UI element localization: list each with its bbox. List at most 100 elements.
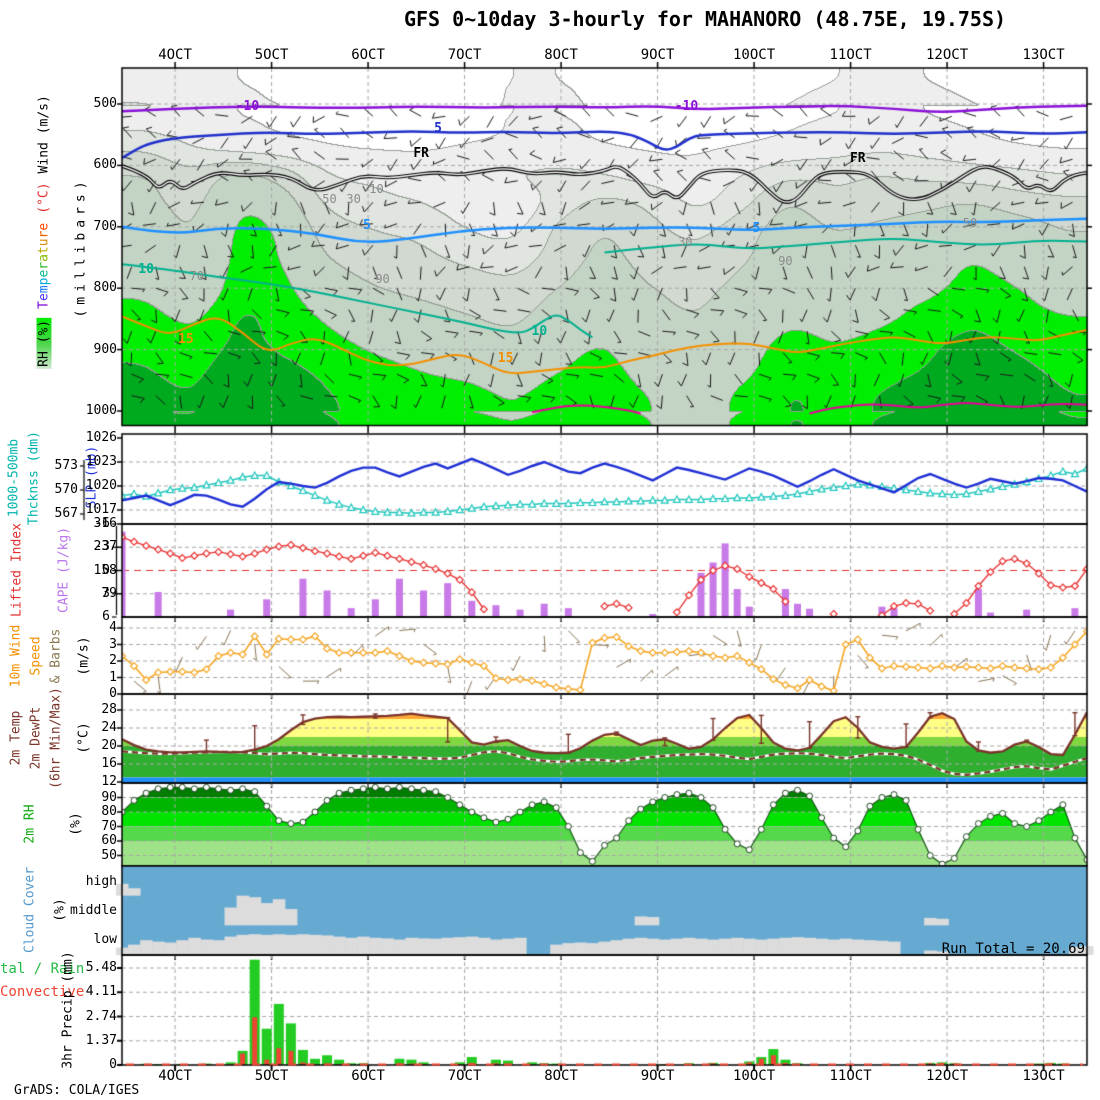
x-day-label-bottom: 8OCT [544,1068,578,1084]
cape-tick-label: 316 [93,516,117,531]
precip-tick-label: 4.11 [85,984,117,1000]
rainbow-letter: r [36,261,52,270]
run-total-label: Run Total = 20.69 [941,941,1085,957]
x-day-label-top: 9OCT [640,47,675,63]
contour-label: -10 [235,99,260,115]
cape-tick-label: 237 [93,539,117,555]
contour-label: FR [849,150,866,166]
cloud-level-high-label: high [85,874,117,889]
contour-label: FR [413,145,429,161]
upper-left-axis-title: RH (%) Temperature (°C) Wind (m/s) [36,95,52,369]
li-tick-label: 3 [102,585,110,601]
precip-tick-label: 1.37 [85,1032,117,1048]
rh2m-unit-label: (%) [68,812,84,836]
x-day-label-bottom: 4OCT [158,1068,192,1084]
slp-tick-label: 1023 [85,454,117,469]
wind10m-axis-label-1: 10m Wind [8,624,24,688]
temp2m-tick-label: 16 [101,756,117,771]
wind10m-tick-label: 4 [109,620,117,635]
precip-tick-label: 5.48 [85,960,117,975]
cape-tick-label: 79 [101,585,117,601]
millibars-axis-label: (millibars) [73,176,89,318]
minmax-axis-label: (6hr Min/Max) [48,687,64,789]
upper-y-tick-label: 500 [93,96,117,111]
wind10m-tick-label: 3 [109,636,117,652]
slp-tick-label: 1020 [85,478,117,493]
x-day-label-bottom: 7OCT [447,1068,482,1084]
contour-label: 5 [434,121,442,137]
cape-axis-label: CAPE (J/kg) [56,526,72,614]
rainbow-letter: t [36,246,52,255]
precip-convective-legend: Convective [0,984,85,1000]
cloud-level-low-label: low [93,932,117,947]
rainbow-letter: e [36,293,52,302]
x-day-label-bottom: 10OCT [732,1068,776,1084]
temperature-axis-label: Temperature [37,223,52,309]
temp2m-tick-label: 24 [101,720,117,735]
temp2m-tick-label: 12 [101,774,117,789]
x-day-label-top: 5OCT [254,47,289,63]
x-day-label-bottom: 11OCT [829,1068,872,1084]
temp2m-tick-label: 28 [101,702,117,717]
thickness-axis-label-2: Thcknss (dm) [26,431,42,525]
upper-y-tick-label: 800 [93,280,117,296]
contour-label: 5 [752,220,761,236]
contour-label: 15 [497,351,514,367]
thickness-tick-label: 573 [54,458,78,473]
rh-contour-label: 50 [962,215,978,230]
rh-contour-label: 30 [678,234,693,249]
temp2m-tick-label: 20 [101,738,117,753]
wind10m-axis-label-2: Speed [28,636,44,676]
upper-y-tick-label: 1000 [85,403,117,418]
x-day-label-top: 10OCT [732,47,776,63]
precip-total-legend: tal / Rain [0,961,85,977]
rh-contour-label: 30 [346,191,361,206]
rainbow-letter: u [36,238,52,247]
rainbow-letter: T [36,301,52,309]
contour-label: 15 [178,331,194,347]
rainbow-letter: e [36,269,52,278]
precip-tick-label: 2.74 [85,1008,117,1024]
barbs-axis-label: & Barbs [48,628,64,684]
rh2m-axis-label: 2m RH [22,804,38,844]
thickness-tick-label: 570 [54,482,78,497]
x-day-label-bottom: 13OCT [1022,1068,1065,1084]
upper-y-tick-label: 600 [93,157,117,173]
x-day-label-top: 6OCT [351,47,385,63]
x-day-label-bottom: 9OCT [640,1068,675,1084]
wind10m-tick-label: 2 [109,653,117,668]
x-day-label-bottom: 12OCT [925,1068,969,1084]
temp2m-unit-label: (°C) [76,722,92,754]
dewpt2m-axis-label: 2m DewPt [28,706,44,770]
x-day-label-bottom: 5OCT [254,1068,289,1084]
cloud-level-middle-label: middle [70,903,117,918]
li-tick-label: 6 [102,609,110,624]
x-day-label-bottom: 6OCT [351,1068,385,1084]
rh2m-tick-label: 80 [101,804,117,819]
rh-contour-label: 50 [322,191,337,206]
rh-axis-label: RH (%) [36,317,52,369]
upper-y-tick-label: 700 [93,218,117,234]
grads-credit: GrADS: COLA/IGES [14,1083,140,1098]
rainbow-letter: r [36,230,52,239]
wind10m-tick-label: 1 [109,669,117,685]
contour-label: 5 [362,218,371,234]
contour-label: -10 [674,99,699,115]
thickness-tick-label: 567 [54,506,78,521]
contour-label: 10 [531,324,548,340]
x-day-label-top: 11OCT [829,47,872,63]
x-day-label-top: 8OCT [544,47,578,63]
x-day-label-top: 12OCT [925,47,969,63]
page-title: GFS 0~10day 3-hourly for MAHANORO (48.75… [403,7,1007,31]
rainbow-letter: a [36,254,52,262]
lifted-index-axis-label: Lifted Index [9,523,25,617]
rh-contour-label: 90 [375,271,390,286]
wind-axis-label: Wind (m/s) [36,95,52,174]
li-tick-label: 0 [102,562,110,578]
precip-axis-label: 3hr Precip (mm) [60,951,76,1069]
x-day-label-top: 4OCT [158,47,192,63]
thickness-axis-label-1: 1000-500mb [6,438,22,518]
contour-label: 10 [138,261,154,277]
precip-tick-label: 0 [109,1057,117,1072]
